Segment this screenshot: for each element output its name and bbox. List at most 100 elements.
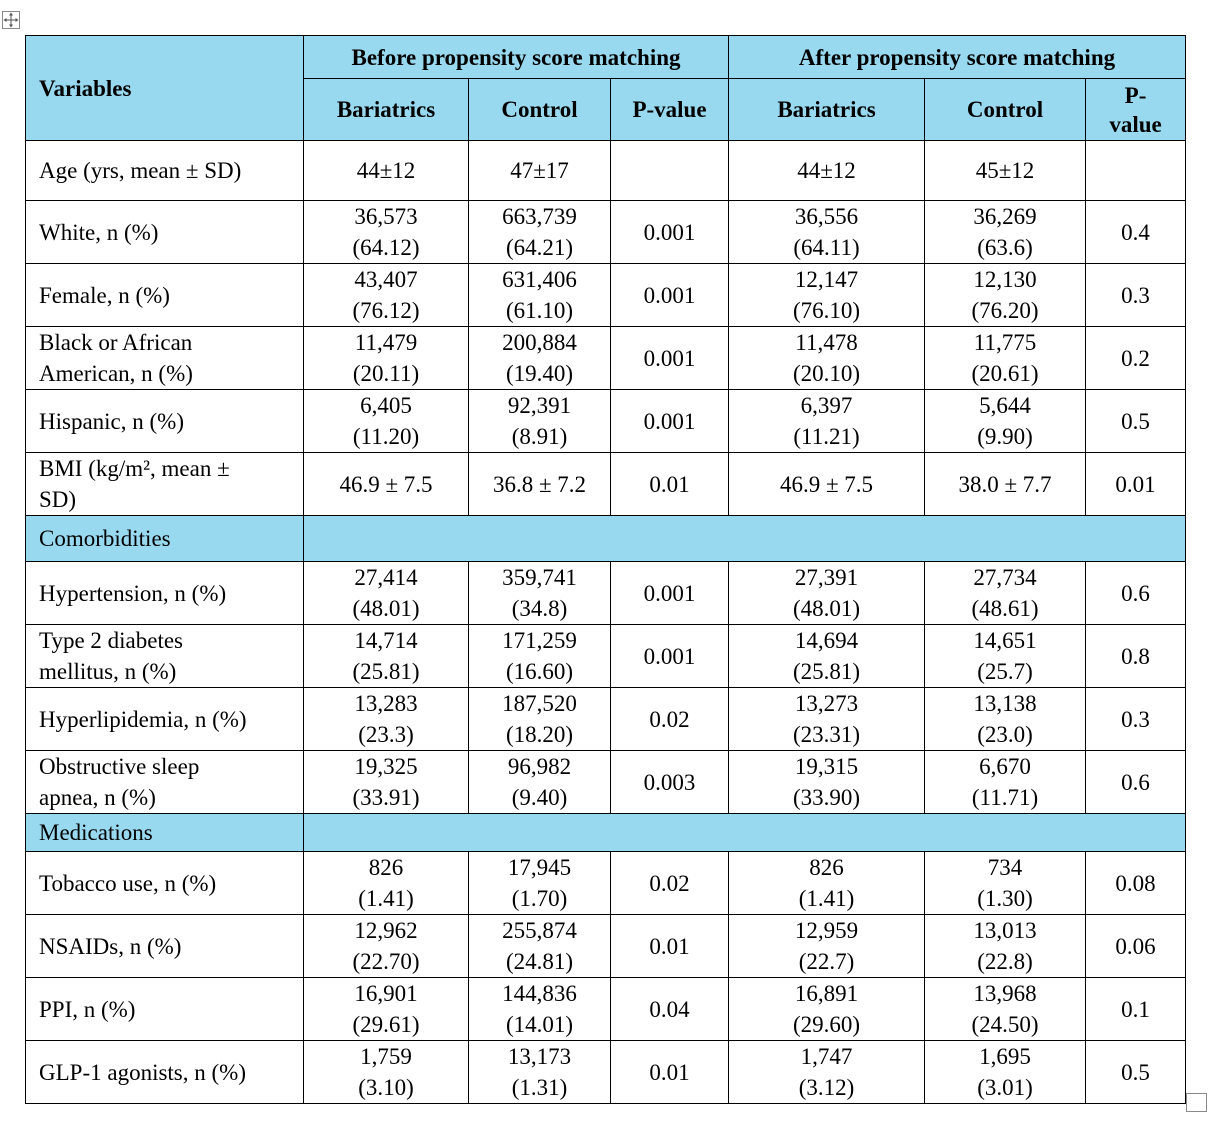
table-cell: 13,173 (1.31) [468,1040,611,1104]
table-cell: 0.5 [1084,389,1187,453]
table-cell: 255,874 (24.81) [468,914,611,978]
table-cell: 13,138 (23.0) [924,687,1086,751]
table-cell: 0.2 [1084,326,1187,390]
group-label: Medications [25,813,304,852]
row-label: Hyperlipidemia, n (%) [25,687,304,751]
table-cell: 1,695 (3.01) [924,1040,1086,1104]
table-cell: 0.6 [1084,561,1187,625]
table-cell: 44±12 [303,140,469,201]
table-cell: 200,884 (19.40) [468,326,611,390]
table-cell: 92,391 (8.91) [468,389,611,453]
table-cell: 11,478 (20.10) [728,326,925,390]
table-cell: 0.3 [1084,263,1187,327]
table-resize-handle-icon[interactable] [1186,1093,1207,1112]
table-cell: 27,734 (48.61) [924,561,1086,625]
table-cell: 0.01 [610,914,729,978]
table-cell: 0.6 [1084,750,1187,814]
table-cell: 0.3 [1084,687,1187,751]
row-label: GLP-1 agonists, n (%) [25,1040,304,1104]
table-cell: 0.001 [610,389,729,453]
table-cell: 0.003 [610,750,729,814]
table-cell: 38.0 ± 7.7 [924,452,1086,516]
table-cell: 0.02 [610,687,729,751]
table-cell: 11,479 (20.11) [303,326,469,390]
table-cell: 0.8 [1084,624,1187,688]
table-row: BMI (kg/m², mean ± SD) 46.9 ± 7.5 36.8 ± 7… [25,452,1187,516]
table-cell: 96,982 (9.40) [468,750,611,814]
table-cell: 36,556 (64.11) [728,200,925,264]
table-cell: 5,644 (9.90) [924,389,1086,453]
group-row: Comorbidities [25,515,1187,562]
table-row: Hypertension, n (%) 27,414 (48.01) 359,741… [25,561,1187,625]
table-cell: 187,520 (18.20) [468,687,611,751]
table-cell: 47±17 [468,140,611,201]
table-cell: 6,397 (11.21) [728,389,925,453]
table-cell: 16,901 (29.61) [303,977,469,1041]
header-bariatrics-before: Bariatrics [303,78,469,141]
row-label: BMI (kg/m², mean ± SD) [25,452,304,516]
table-cell: 0.04 [610,977,729,1041]
table-row: NSAIDs, n (%) 12,962 (22.70) 255,874 (24.8… [25,914,1187,978]
table-cell: 17,945 (1.70) [468,851,611,915]
table-body: Age (yrs, mean ± SD) 44±12 47±17 44±12 45±12… [25,140,1187,1104]
table-cell: 12,130 (76.20) [924,263,1086,327]
row-label: Type 2 diabetes mellitus, n (%) [25,624,304,688]
table-cell: 45±12 [924,140,1086,201]
table-row: Black or African American, n (%) 11,479 (… [25,326,1187,390]
header-pvalue-after: P- value [1084,78,1187,141]
table-cell: 12,962 (22.70) [303,914,469,978]
header-control-after: Control [924,78,1086,141]
row-label: White, n (%) [25,200,304,264]
table-row: Obstructive sleep apnea, n (%) 19,325 (33… [25,750,1187,814]
table-row: Hyperlipidemia, n (%) 13,283 (23.3) 187,52… [25,687,1187,751]
table-cell: 36,269 (63.6) [924,200,1086,264]
table-cell: 1,759 (3.10) [303,1040,469,1104]
table-cell: 0.001 [610,263,729,327]
table-cell: 11,775 (20.61) [924,326,1086,390]
table-row: Tobacco use, n (%) 826 (1.41) 17,945 (1.70… [25,851,1187,915]
table-cell: 6,405 (11.20) [303,389,469,453]
table-cell: 44±12 [728,140,925,201]
table-cell: 46.9 ± 7.5 [303,452,469,516]
row-label: Tobacco use, n (%) [25,851,304,915]
table-cell: 14,694 (25.81) [728,624,925,688]
table-cell: 0.1 [1084,977,1187,1041]
row-label: PPI, n (%) [25,977,304,1041]
table-cell: 631,406 (61.10) [468,263,611,327]
table-cell: 14,714 (25.81) [303,624,469,688]
table-cell: 0.4 [1084,200,1187,264]
group-fill [302,813,1187,852]
table-cell: 359,741 (34.8) [468,561,611,625]
table-cell: 734 (1.30) [924,851,1086,915]
table-cell: 0.001 [610,624,729,688]
table-row: Hispanic, n (%) 6,405 (11.20) 92,391 (8.91… [25,389,1187,453]
table-cell: 171,259 (16.60) [468,624,611,688]
table-cell: 663,739 (64.21) [468,200,611,264]
table-cell: 36.8 ± 7.2 [468,452,611,516]
row-label: Hypertension, n (%) [25,561,304,625]
table-cell: 13,283 (23.3) [303,687,469,751]
table-cell: 43,407 (76.12) [303,263,469,327]
row-label: Black or African American, n (%) [25,326,304,390]
table-cell: 13,273 (23.31) [728,687,925,751]
table-cell: 144,836 (14.01) [468,977,611,1041]
table-cell: 0.001 [610,561,729,625]
row-label: NSAIDs, n (%) [25,914,304,978]
table-cell: 6,670 (11.71) [924,750,1086,814]
table-cell [610,140,729,201]
header-pvalue-before: P-value [610,78,729,141]
header-bariatrics-after: Bariatrics [728,78,925,141]
header-after-matching: After propensity score matching [727,35,1187,79]
row-label: Obstructive sleep apnea, n (%) [25,750,304,814]
header-control-before: Control [468,78,611,141]
header-variables: Variables [25,35,304,141]
table-cell: 0.08 [1084,851,1187,915]
table-cell: 16,891 (29.60) [728,977,925,1041]
table-move-handle-icon[interactable] [2,11,20,29]
table-cell: 19,325 (33.91) [303,750,469,814]
group-fill [302,515,1187,562]
table-row: Female, n (%) 43,407 (76.12) 631,406 (61.1… [25,263,1187,327]
row-label: Female, n (%) [25,263,304,327]
table-cell: 0.5 [1084,1040,1187,1104]
table-cell: 1,747 (3.12) [728,1040,925,1104]
